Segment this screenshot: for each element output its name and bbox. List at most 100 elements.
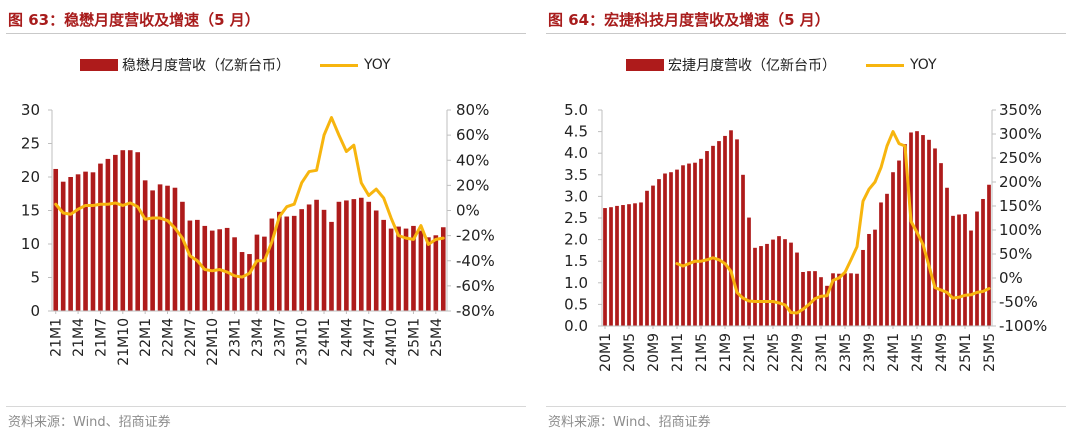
bar [933, 148, 937, 326]
x-tick-label: 22M1 [742, 333, 758, 372]
bar [90, 172, 96, 311]
bar [639, 202, 643, 326]
bar-series [603, 130, 991, 326]
bar [807, 271, 811, 326]
bar [837, 273, 841, 326]
bar [344, 200, 349, 311]
bar [262, 236, 267, 311]
x-tick-label: 24M7 [362, 318, 378, 357]
bar [939, 163, 943, 326]
x-tick-label: 21M7 [93, 318, 109, 357]
bar [195, 219, 200, 311]
x-tick-label: 21M10 [116, 318, 132, 366]
bar [789, 242, 793, 326]
bar [795, 252, 799, 326]
y-left-tick-label: 0.0 [564, 317, 588, 335]
bar [609, 207, 613, 326]
chart-plot-right: 0.0 0.5 1.0 1.5 2.0 2.5 3.0 3.5 4.0 4.5 5.0 -100% -5… [564, 101, 1047, 372]
legend-line-swatch [320, 63, 358, 67]
source-divider [6, 406, 526, 407]
bar [657, 179, 661, 326]
x-tick-label: 24M10 [384, 318, 400, 366]
y-left-tick-label: 10 [21, 235, 40, 253]
bar [187, 220, 193, 311]
bar [723, 135, 727, 326]
bar [879, 202, 883, 326]
bar [68, 177, 73, 311]
bar [759, 246, 763, 326]
chart-panel-left: 图 63：稳懋月度营收及增速（5 月） 稳懋月度营收（亿新台币） YOY 0 5 1… [6, 11, 526, 430]
bar [269, 218, 275, 311]
bar [135, 152, 141, 311]
bar [957, 214, 961, 326]
bar [75, 174, 81, 311]
title-divider [546, 33, 1066, 34]
x-tick-label: 22M10 [205, 318, 221, 366]
bar [247, 254, 252, 311]
y-left-tick-label: 0 [30, 302, 40, 320]
x-tick-label: 25M1 [958, 333, 974, 372]
y-left-tick-label: 15 [21, 202, 40, 220]
bar [771, 239, 775, 326]
bar [915, 131, 919, 326]
bar [735, 139, 739, 326]
bar [603, 208, 607, 326]
bar [336, 201, 342, 311]
bar [909, 132, 913, 326]
bar [239, 252, 245, 311]
bar [777, 236, 781, 326]
bar [120, 150, 126, 311]
bar [426, 237, 431, 311]
y-left-tick-label: 30 [21, 101, 40, 119]
bar [418, 230, 424, 311]
bar [753, 247, 757, 326]
bar [314, 199, 319, 311]
y-left-tick-label: 2.5 [564, 209, 588, 227]
x-tick-label: 23M9 [862, 333, 878, 372]
x-tick-label: 23M7 [272, 318, 288, 357]
y-right-tick-label: 20% [456, 176, 489, 194]
x-tick-label: 21M1 [670, 333, 686, 372]
legend-line-label: YOY [364, 57, 391, 73]
x-tick-label: 24M1 [886, 333, 902, 372]
bar [306, 204, 312, 311]
bar [699, 158, 703, 326]
bar [861, 249, 865, 326]
bar [351, 199, 357, 311]
y-right-tick-label: 150% [999, 197, 1042, 215]
y-right-tick-label: 100% [999, 221, 1042, 239]
legend-line-label: YOY [910, 57, 937, 73]
bar [975, 211, 979, 326]
x-tick-label: 24M1 [317, 318, 333, 357]
bar [172, 187, 178, 311]
bar [801, 272, 805, 326]
x-tick-label: 23M1 [228, 318, 244, 357]
y-right-tick-label: 0% [999, 269, 1023, 287]
y-left-tick-label: 20 [21, 168, 40, 186]
bar [615, 205, 619, 326]
bar [633, 203, 637, 326]
bar [897, 160, 901, 326]
bar [645, 190, 649, 326]
y-right-tick-label: -50% [999, 293, 1038, 311]
bar [403, 228, 409, 311]
y-right-tick-label: 250% [999, 149, 1042, 167]
bar [373, 210, 379, 311]
x-tick-label: 23M1 [814, 333, 830, 372]
legend-bar-swatch [80, 59, 118, 71]
y-left-tick-label: 4.5 [564, 123, 588, 141]
bar [98, 163, 103, 311]
bar [396, 226, 401, 311]
bar [867, 233, 871, 326]
x-tick-label: 22M5 [766, 333, 782, 372]
bar [903, 144, 907, 326]
bar [381, 219, 386, 311]
bar [627, 204, 631, 326]
x-tick-label: 22M7 [183, 318, 199, 357]
y-right-tick-label: 50% [999, 245, 1032, 263]
bar [729, 130, 733, 326]
bar [717, 141, 721, 326]
bar [831, 273, 835, 326]
bar [669, 172, 673, 326]
yoy-line [54, 116, 445, 279]
